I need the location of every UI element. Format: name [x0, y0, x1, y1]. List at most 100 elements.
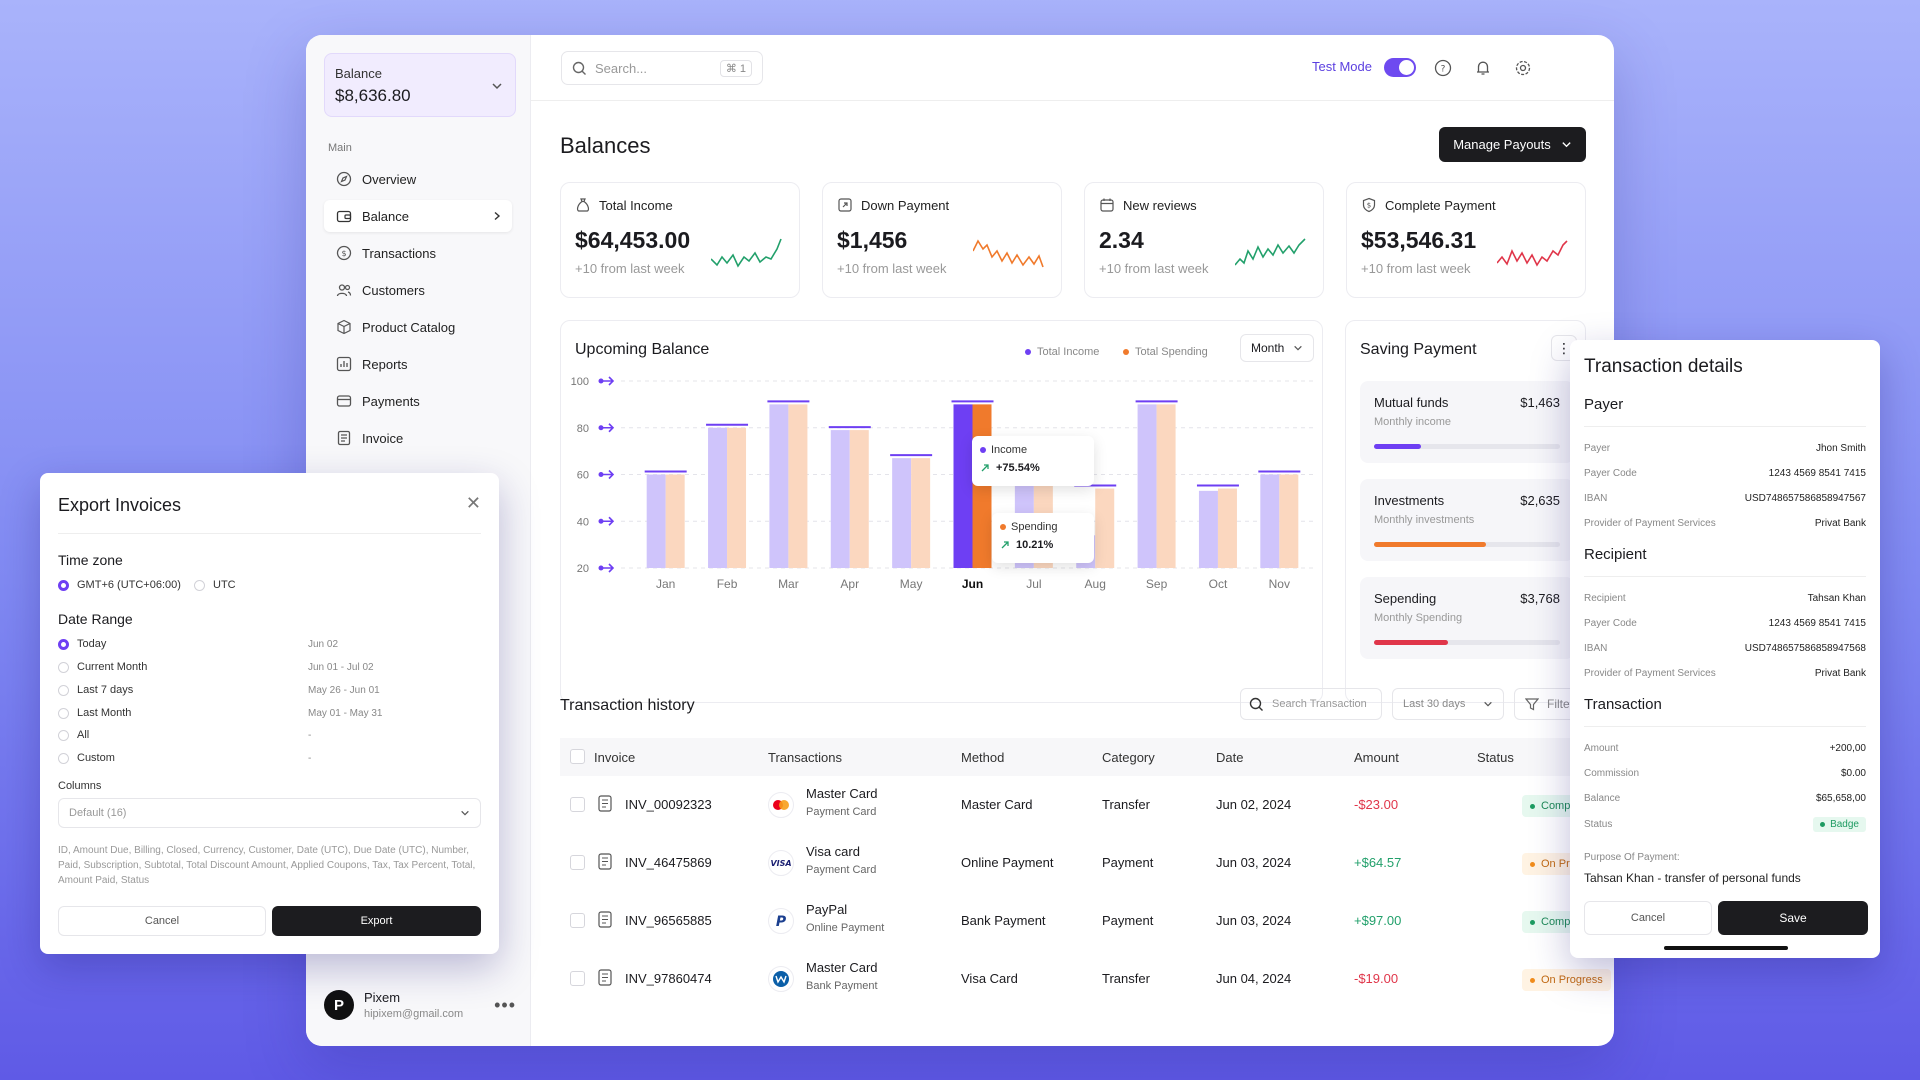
- invoice-id: INV_00092323: [625, 797, 712, 812]
- columns-select[interactable]: Default (16): [58, 798, 481, 828]
- gear-icon[interactable]: [1513, 58, 1533, 78]
- sidebar-item-payments[interactable]: Payments: [324, 385, 512, 417]
- transaction-details-modal: Transaction details Payer Payer Jhon Smit…: [1570, 340, 1880, 958]
- transaction-history-title: Transaction history: [560, 697, 695, 714]
- export-button[interactable]: Export: [272, 906, 481, 936]
- detail-value: USD748657586858947568: [1744, 643, 1866, 654]
- help-icon[interactable]: ?: [1433, 58, 1453, 78]
- row-checkbox[interactable]: [570, 797, 585, 812]
- cancel-button[interactable]: Cancel: [1584, 901, 1712, 935]
- cancel-button[interactable]: Cancel: [58, 906, 266, 936]
- detail-key: Balance: [1584, 793, 1621, 804]
- sidebar-item-product-catalog[interactable]: Product Catalog: [324, 311, 512, 343]
- balance-selector[interactable]: Balance $8,636.80: [324, 53, 516, 117]
- detail-value: 1243 4569 8541 7415: [1768, 468, 1866, 479]
- detail-value: +200,00: [1829, 743, 1866, 754]
- saving-item-investments[interactable]: Investments $2,635 Monthly investments: [1360, 479, 1574, 561]
- radio-timezone-utc[interactable]: UTC: [194, 579, 236, 591]
- bar-spending: [1095, 488, 1115, 568]
- table-row[interactable]: INV_97860474 Master Card Bank Payment Vi…: [560, 950, 1614, 1008]
- chevron-down-icon: [1484, 701, 1492, 707]
- invoice-icon: [337, 430, 351, 446]
- range-value: May 01 - May 31: [308, 708, 383, 719]
- svg-text:?: ?: [1441, 65, 1446, 75]
- save-button[interactable]: Save: [1718, 901, 1868, 935]
- transaction-search-placeholder: Search Transaction: [1272, 698, 1367, 710]
- transaction-search-input[interactable]: Search Transaction: [1240, 688, 1382, 720]
- sidebar-item-overview[interactable]: Overview: [324, 163, 512, 195]
- x-tick-label: Mar: [778, 577, 799, 591]
- transaction-sub: Payment Card: [806, 806, 877, 818]
- tooltip-spending-value: 10.21%: [1016, 539, 1054, 551]
- column-header[interactable]: Transactions: [768, 750, 842, 765]
- radio-range-all[interactable]: All: [58, 729, 89, 741]
- search-input[interactable]: Search... ⌘ 1: [561, 51, 763, 85]
- export-invoices-modal: Export Invoices ✕ Time zone GMT+6 (UTC+0…: [40, 473, 499, 954]
- chevron-down-icon: [1562, 142, 1571, 148]
- close-icon[interactable]: ✕: [465, 493, 481, 513]
- select-all-checkbox[interactable]: [570, 749, 585, 764]
- bar-spending: [665, 474, 685, 568]
- saving-item-name: Mutual funds: [1374, 395, 1449, 410]
- arrow-dot: [598, 472, 604, 477]
- legend-spending: Total Spending: [1123, 346, 1208, 358]
- radio-timezone-gmt6[interactable]: GMT+6 (UTC+06:00): [58, 579, 181, 591]
- stat-card-total-income: Total Income $64,453.00 +10 from last we…: [560, 182, 800, 298]
- tooltip-income-label: Income: [991, 444, 1028, 456]
- saving-item-mutual-funds[interactable]: Mutual funds $1,463 Monthly income: [1360, 381, 1574, 463]
- bar-income: [953, 404, 973, 568]
- radio-range-last-month[interactable]: Last Month: [58, 707, 131, 719]
- table-row[interactable]: INV_46475869 VISA Visa card Payment Card…: [560, 834, 1614, 892]
- stat-card-complete-payment: $ Complete Payment $53,546.31 +10 from l…: [1346, 182, 1586, 298]
- column-header[interactable]: Status: [1477, 750, 1514, 765]
- status-dot: [1530, 919, 1535, 925]
- sidebar-item-balance[interactable]: Balance: [324, 200, 512, 232]
- category: Transfer: [1102, 797, 1150, 812]
- sidebar-item-label: Customers: [362, 282, 425, 298]
- radio-range-current-month[interactable]: Current Month: [58, 661, 147, 673]
- column-header[interactable]: Amount: [1354, 750, 1399, 765]
- date: Jun 04, 2024: [1216, 971, 1292, 986]
- sidebar-item-invoice[interactable]: Invoice: [324, 422, 512, 454]
- radio-circle: [58, 707, 69, 719]
- more-icon[interactable]: •••: [494, 994, 516, 1015]
- sidebar-item-transactions[interactable]: $ Transactions: [324, 237, 512, 269]
- row-checkbox[interactable]: [570, 855, 585, 870]
- saving-item-spending[interactable]: Sepending $3,768 Monthly Spending: [1360, 577, 1574, 659]
- column-header[interactable]: Category: [1102, 750, 1155, 765]
- x-tick-label: Jan: [656, 577, 675, 591]
- sidebar-item-reports[interactable]: Reports: [324, 348, 512, 380]
- detail-value: Privat Bank: [1814, 518, 1866, 529]
- tooltip-income-value: +75.54%: [996, 462, 1040, 474]
- search-icon: [572, 61, 586, 75]
- modal-title: Transaction details: [1584, 356, 1743, 377]
- balance-value: $8,636.80: [335, 86, 411, 105]
- bar-spending: [911, 458, 931, 568]
- user-profile[interactable]: P Pixem hipixem@gmail.com •••: [324, 990, 516, 1020]
- column-header[interactable]: Method: [961, 750, 1005, 765]
- radio-range-last-7-days[interactable]: Last 7 days: [58, 684, 133, 696]
- date-range-select[interactable]: Last 30 days: [1392, 688, 1504, 720]
- radio-range-today[interactable]: Today: [58, 638, 106, 650]
- status-badge: On Progress: [1522, 969, 1611, 991]
- radio-label: All: [77, 729, 90, 741]
- table-row[interactable]: INV_96565885 P PayPal Online Payment Ban…: [560, 892, 1614, 950]
- bell-icon[interactable]: [1473, 58, 1493, 78]
- bar-spending: [972, 404, 992, 568]
- column-header[interactable]: Invoice: [594, 750, 636, 765]
- manage-payouts-button[interactable]: Manage Payouts: [1439, 127, 1586, 162]
- period-select[interactable]: Month: [1240, 334, 1314, 362]
- radio-range-custom[interactable]: Custom: [58, 752, 115, 764]
- column-header[interactable]: Date: [1216, 750, 1244, 765]
- x-tick-label: Nov: [1269, 577, 1290, 591]
- detail-value: $0.00: [1840, 768, 1866, 779]
- table-row[interactable]: INV_00092323 Master Card Payment Card Ma…: [560, 776, 1614, 834]
- range-value: Jun 02: [308, 639, 339, 650]
- row-checkbox[interactable]: [570, 913, 585, 928]
- sidebar-item-customers[interactable]: Customers: [324, 274, 512, 306]
- row-checkbox[interactable]: [570, 971, 585, 986]
- detail-key: Payer Code: [1584, 468, 1637, 479]
- test-mode-toggle[interactable]: [1384, 58, 1416, 77]
- stat-label: Down Payment: [861, 197, 950, 213]
- y-tick-label: 80: [577, 423, 589, 435]
